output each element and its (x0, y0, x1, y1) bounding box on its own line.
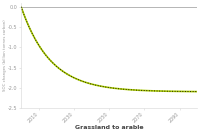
X-axis label: Grassland to arable: Grassland to arable (75, 125, 143, 130)
Y-axis label: SOC changes (billion tonnes carbon): SOC changes (billion tonnes carbon) (3, 20, 7, 91)
